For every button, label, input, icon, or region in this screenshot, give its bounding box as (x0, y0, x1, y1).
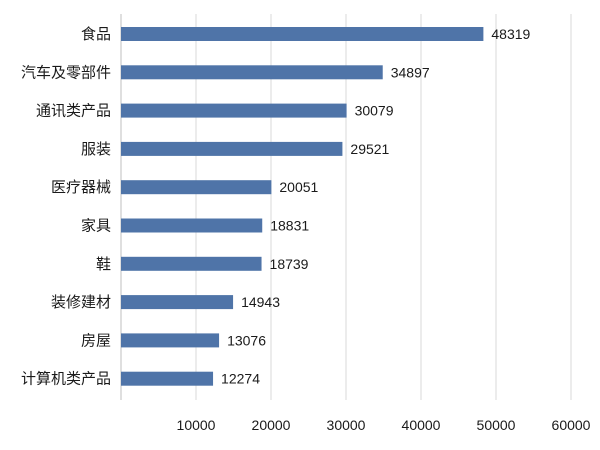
bar (121, 180, 272, 195)
bar (121, 371, 214, 386)
labels-layer: 食品 48319 汽车及零部件 34897 通讯类产品 30079 服装 29521 医疗器械 2… (21, 25, 531, 388)
category-label: 医疗器械 (51, 178, 111, 196)
x-tick-label: 10000 (177, 417, 216, 433)
bar (121, 256, 262, 271)
data-label: 13076 (227, 332, 266, 348)
category-label: 家具 (81, 217, 111, 235)
bars-layer (121, 27, 484, 386)
bar (121, 141, 343, 156)
bar (121, 333, 220, 348)
data-label: 12274 (221, 371, 260, 387)
category-label: 装修建材 (51, 293, 111, 311)
data-label: 14943 (241, 294, 280, 310)
x-tick-label: 30000 (327, 417, 366, 433)
x-axis-ticks: 10000 20000 30000 40000 50000 60000 (177, 417, 591, 433)
data-label: 34897 (391, 64, 430, 80)
x-tick-label: 40000 (402, 417, 441, 433)
x-tick-label: 20000 (252, 417, 291, 433)
bar (121, 27, 484, 41)
data-label: 18831 (270, 218, 309, 234)
bar (121, 103, 347, 118)
data-label: 20051 (279, 179, 318, 195)
data-label: 18739 (270, 256, 309, 272)
category-label: 通讯类产品 (36, 102, 111, 120)
data-label: 48319 (491, 26, 530, 42)
bar (121, 218, 263, 233)
x-tick-label: 50000 (477, 417, 516, 433)
category-label: 计算机类产品 (21, 370, 111, 388)
category-label: 房屋 (81, 331, 111, 349)
category-label: 鞋 (96, 255, 111, 273)
category-label: 食品 (81, 25, 111, 43)
category-label: 服装 (81, 140, 111, 158)
bar (121, 295, 234, 310)
data-label: 29521 (350, 141, 389, 157)
data-label: 30079 (355, 103, 394, 119)
category-label: 汽车及零部件 (21, 63, 111, 81)
bar (121, 65, 383, 80)
x-tick-label: 60000 (552, 417, 591, 433)
